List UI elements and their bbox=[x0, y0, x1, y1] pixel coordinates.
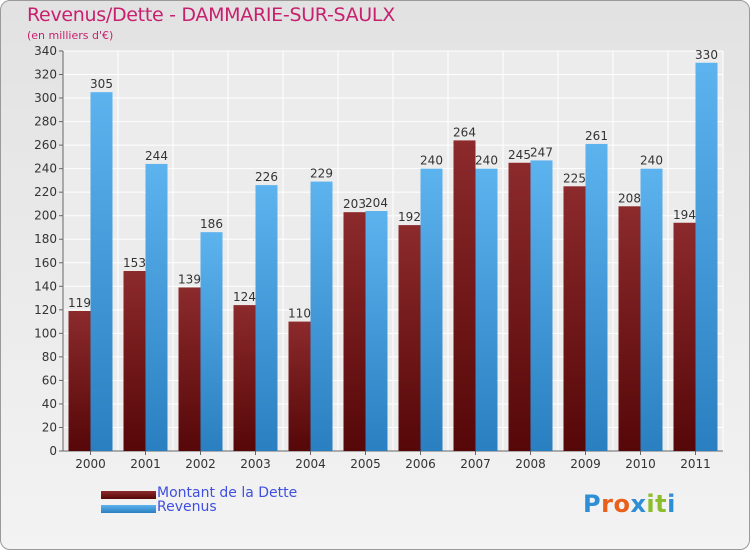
data-label-debt-2001: 153 bbox=[123, 256, 146, 270]
y-tick-label: 40 bbox=[42, 397, 57, 411]
data-label-debt-2002: 139 bbox=[178, 272, 201, 286]
legend-swatch-debt bbox=[101, 491, 156, 499]
data-label-debt-2008: 245 bbox=[508, 148, 531, 162]
logo-letter: i bbox=[667, 490, 676, 518]
data-label-revenus-2007: 240 bbox=[475, 154, 498, 168]
data-label-debt-2009: 225 bbox=[563, 171, 586, 185]
data-label-revenus-2001: 244 bbox=[145, 149, 168, 163]
bar-debt-2000 bbox=[68, 311, 91, 451]
y-tick-label: 20 bbox=[42, 420, 57, 434]
data-label-revenus-2002: 186 bbox=[200, 217, 223, 231]
bar-debt-2009 bbox=[563, 186, 586, 451]
legend-swatch-revenus bbox=[101, 505, 156, 513]
x-tick-label: 2003 bbox=[240, 457, 271, 471]
logo-letter: t bbox=[655, 490, 668, 518]
x-tick-label: 2011 bbox=[680, 457, 711, 471]
y-tick-label: 80 bbox=[42, 350, 57, 364]
bar-debt-2011 bbox=[673, 222, 696, 451]
logo-letter: P bbox=[583, 490, 602, 518]
legend-label-debt: Montant de la Dette bbox=[157, 485, 298, 501]
data-label-revenus-2011: 330 bbox=[695, 48, 718, 62]
data-label-debt-2010: 208 bbox=[618, 191, 641, 205]
x-tick-label: 2004 bbox=[295, 457, 326, 471]
data-label-revenus-2010: 240 bbox=[640, 154, 663, 168]
x-tick-label: 2005 bbox=[350, 457, 381, 471]
bar-debt-2003 bbox=[233, 305, 256, 451]
y-tick-label: 120 bbox=[34, 303, 57, 317]
x-tick-label: 2008 bbox=[515, 457, 546, 471]
logo-letter: o bbox=[613, 490, 631, 518]
bar-debt-2002 bbox=[178, 287, 201, 451]
x-tick-label: 2006 bbox=[405, 457, 436, 471]
y-tick-label: 340 bbox=[34, 44, 57, 58]
bar-revenus-2011 bbox=[695, 62, 718, 451]
data-label-revenus-2005: 204 bbox=[365, 196, 388, 210]
bar-revenus-2001 bbox=[145, 163, 168, 452]
x-tick-label: 2000 bbox=[75, 457, 106, 471]
y-tick-label: 0 bbox=[49, 444, 57, 458]
data-label-revenus-2000: 305 bbox=[90, 77, 113, 91]
bar-debt-2007 bbox=[453, 140, 476, 452]
data-label-revenus-2008: 247 bbox=[530, 145, 553, 159]
bar-revenus-2004 bbox=[310, 181, 333, 451]
chart-title: Revenus/Dette - DAMMARIE-SUR-SAULX bbox=[27, 4, 395, 26]
y-tick-label: 100 bbox=[34, 326, 57, 340]
logo-letter: i bbox=[646, 490, 656, 518]
data-label-debt-2011: 194 bbox=[673, 208, 696, 222]
data-label-revenus-2006: 240 bbox=[420, 154, 443, 168]
y-tick-label: 160 bbox=[34, 256, 57, 270]
bar-revenus-2010 bbox=[640, 168, 663, 451]
bar-revenus-2007 bbox=[475, 168, 498, 451]
data-label-debt-2004: 110 bbox=[288, 307, 311, 321]
x-tick-label: 2010 bbox=[625, 457, 656, 471]
bar-debt-2010 bbox=[618, 206, 641, 451]
y-tick-label: 300 bbox=[34, 91, 57, 105]
x-tick-label: 2009 bbox=[570, 457, 601, 471]
bar-revenus-2003 bbox=[255, 185, 278, 451]
y-tick-label: 320 bbox=[34, 68, 57, 82]
proxiti-logo: Proxiti bbox=[583, 490, 676, 518]
data-label-revenus-2009: 261 bbox=[585, 129, 608, 143]
bar-revenus-2005 bbox=[365, 211, 388, 451]
y-tick-label: 220 bbox=[34, 185, 57, 199]
data-label-debt-2006: 192 bbox=[398, 210, 421, 224]
y-tick-label: 260 bbox=[34, 138, 57, 152]
bar-revenus-2000 bbox=[90, 92, 113, 452]
bar-debt-2008 bbox=[508, 162, 531, 451]
y-tick-label: 200 bbox=[34, 209, 57, 223]
bar-debt-2001 bbox=[123, 271, 146, 451]
x-tick-label: 2001 bbox=[130, 457, 161, 471]
bar-revenus-2008 bbox=[530, 160, 553, 452]
bar-revenus-2009 bbox=[585, 143, 608, 452]
data-label-debt-2003: 124 bbox=[233, 290, 256, 304]
bar-revenus-2006 bbox=[420, 168, 443, 451]
y-tick-label: 280 bbox=[34, 115, 57, 129]
logo-letter: r bbox=[601, 490, 614, 518]
y-tick-label: 240 bbox=[34, 162, 57, 176]
chart-subtitle: (en milliers d'€) bbox=[27, 29, 114, 42]
bar-revenus-2002 bbox=[200, 232, 223, 451]
bar-debt-2006 bbox=[398, 225, 421, 451]
data-label-debt-2005: 203 bbox=[343, 197, 366, 211]
y-tick-label: 140 bbox=[34, 279, 57, 293]
data-label-revenus-2003: 226 bbox=[255, 170, 278, 184]
x-tick-label: 2007 bbox=[460, 457, 491, 471]
legend-label-revenus: Revenus bbox=[157, 499, 217, 515]
bar-debt-2004 bbox=[288, 321, 311, 451]
data-label-debt-2007: 264 bbox=[453, 125, 476, 139]
y-tick-label: 180 bbox=[34, 232, 57, 246]
bar-debt-2005 bbox=[343, 212, 366, 451]
x-tick-label: 2002 bbox=[185, 457, 216, 471]
data-label-debt-2000: 119 bbox=[68, 296, 91, 310]
logo-letter: x bbox=[630, 490, 647, 518]
data-label-revenus-2004: 229 bbox=[310, 167, 333, 181]
y-tick-label: 60 bbox=[42, 373, 57, 387]
